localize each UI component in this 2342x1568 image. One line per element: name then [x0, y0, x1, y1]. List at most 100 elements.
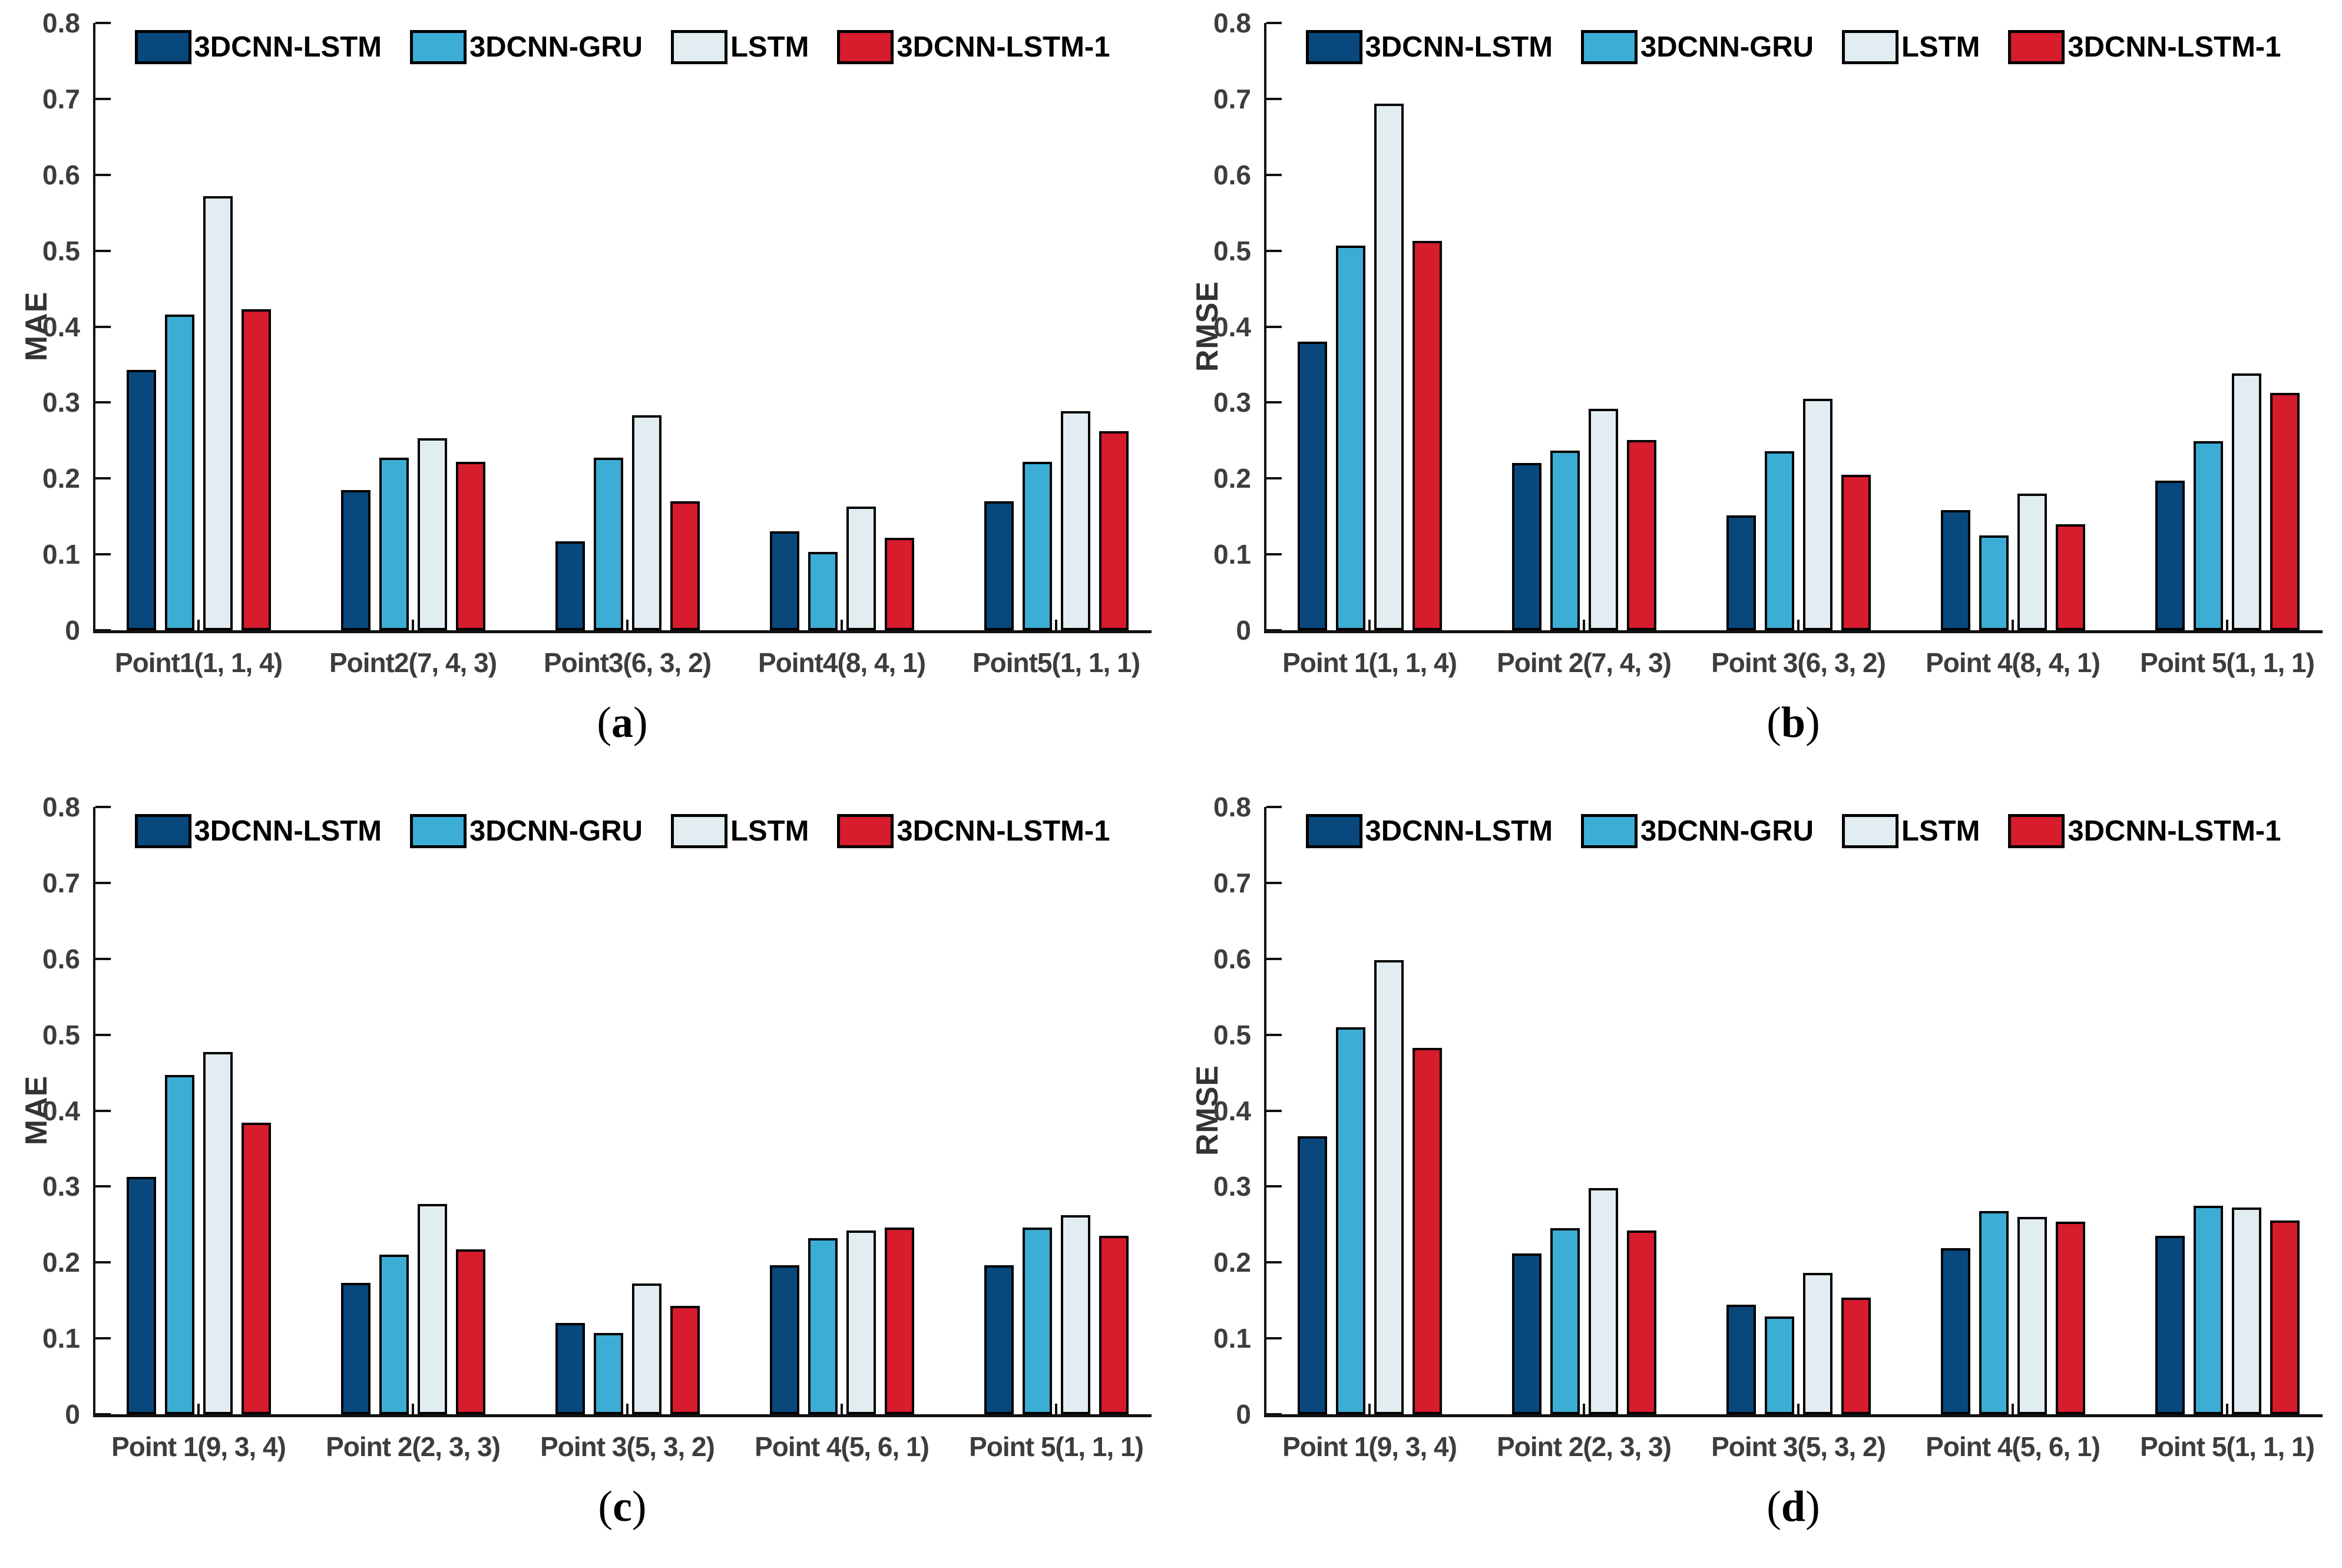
legend-swatch	[1581, 30, 1638, 64]
legend-swatch	[1581, 814, 1638, 848]
legend-item: 3DCNN-LSTM-1	[837, 30, 1110, 64]
bar	[379, 458, 409, 630]
y-tick-label: 0.3	[42, 387, 80, 418]
bar	[2270, 393, 2300, 630]
y-tick-label: 0.4	[1213, 1095, 1251, 1126]
x-category-label: Point 3(5, 3, 2)	[540, 1431, 715, 1462]
y-tick-mark	[95, 629, 111, 631]
y-tick-label: 0.2	[42, 1247, 80, 1278]
legend-swatch	[1842, 30, 1899, 64]
bar	[1726, 1305, 1756, 1414]
bar	[1588, 1188, 1618, 1414]
y-tick-label: 0.8	[42, 792, 80, 822]
bar	[808, 552, 838, 630]
legend-swatch	[671, 814, 728, 848]
legend-item: 3DCNN-LSTM	[1305, 814, 1553, 848]
panel-b: RMSE 0 0.1 0.2 0.3 0.4 0.5 0.6 0.7 0.8 Point 1(1,…	[1171, 0, 2342, 784]
y-tick-label: 0.8	[42, 8, 80, 38]
bar	[593, 1333, 623, 1414]
legend-swatch	[837, 814, 894, 848]
bar	[1588, 409, 1618, 630]
y-tick-mark	[1266, 1337, 1282, 1340]
y-tick-mark	[95, 1413, 111, 1415]
bar	[1550, 451, 1580, 630]
panel-caption: (c)	[93, 1482, 1152, 1532]
bar	[884, 538, 914, 630]
y-tick-label: 0	[65, 1399, 80, 1430]
x-tick-mark	[2012, 620, 2014, 630]
legend-label: 3DCNN-LSTM-1	[2068, 31, 2281, 63]
y-tick-mark	[1266, 22, 1282, 24]
legend-label: 3DCNN-GRU	[1640, 815, 1814, 847]
y-tick-label: 0.7	[1213, 83, 1251, 114]
x-tick-mark	[1583, 620, 1585, 630]
x-category-label: Point 1(9, 3, 4)	[1282, 1431, 1457, 1462]
x-category-label: Point 4(5, 6, 1)	[755, 1431, 929, 1462]
y-tick-label: 0.4	[42, 311, 80, 342]
bar	[340, 1283, 371, 1414]
legend-label: 3DCNN-LSTM-1	[897, 815, 1110, 847]
legend-label: LSTM	[730, 31, 809, 63]
bar	[1060, 1215, 1090, 1414]
bar	[2017, 1217, 2047, 1414]
x-category-label: Point1(1, 1, 4)	[114, 647, 283, 678]
bar	[846, 507, 876, 630]
y-tick-label: 0.7	[42, 867, 80, 898]
bar	[1335, 1027, 1365, 1414]
bar	[2055, 524, 2085, 630]
y-tick-mark	[1266, 553, 1282, 556]
legend-label: 3DCNN-LSTM	[1365, 815, 1553, 847]
y-tick-label: 0.2	[42, 463, 80, 494]
y-tick-mark	[1266, 401, 1282, 404]
bar	[1297, 342, 1327, 630]
y-tick-mark	[1266, 1261, 1282, 1264]
y-tick-mark	[95, 1261, 111, 1264]
legend-item: 3DCNN-GRU	[410, 814, 643, 848]
x-category-label: Point 3(5, 3, 2)	[1711, 1431, 1886, 1462]
plot-area: 0 0.1 0.2 0.3 0.4 0.5 0.6 0.7 0.8 Point1(1, 1, 4)…	[42, 8, 1152, 678]
x-category-label: Point 5(1, 1, 1)	[2140, 647, 2315, 678]
y-tick-label: 0.2	[1213, 463, 1251, 494]
legend-label: 3DCNN-GRU	[469, 31, 643, 63]
bar	[164, 1075, 194, 1414]
bar	[1940, 510, 1970, 630]
bar	[241, 309, 271, 630]
legend-item: LSTM	[1842, 30, 1980, 64]
bar	[1940, 1248, 1970, 1414]
y-tick-mark	[95, 1185, 111, 1188]
legend-swatch	[2008, 814, 2065, 848]
bar	[1841, 1298, 1871, 1414]
x-tick-mark	[197, 1404, 200, 1414]
y-tick-mark	[1266, 629, 1282, 631]
y-tick-label: 0.6	[42, 943, 80, 974]
y-tick-label: 0	[1236, 1399, 1251, 1430]
y-tick-mark	[1266, 1109, 1282, 1112]
bar	[1511, 1253, 1542, 1414]
bar	[1297, 1136, 1327, 1414]
bar	[1374, 104, 1404, 630]
bar	[1841, 475, 1871, 630]
y-tick-mark	[1266, 325, 1282, 328]
plot-area: 0 0.1 0.2 0.3 0.4 0.5 0.6 0.7 0.8 Point 1(9, 3, 4…	[42, 792, 1152, 1462]
x-category-label: Point 2(2, 3, 3)	[1497, 1431, 1672, 1462]
bar	[1726, 515, 1756, 630]
bar	[593, 458, 623, 630]
legend-swatch	[410, 814, 467, 848]
legend-item: 3DCNN-LSTM-1	[2008, 30, 2281, 64]
y-tick-label: 0.5	[1213, 1019, 1251, 1050]
y-axis-line	[93, 807, 95, 1416]
caption-open: (	[598, 1483, 613, 1531]
y-tick-mark	[1266, 477, 1282, 480]
y-tick-label: 0.1	[1213, 1323, 1251, 1354]
y-tick-mark	[95, 325, 111, 328]
x-category-label: Point 4(5, 6, 1)	[1926, 1431, 2100, 1462]
y-axis-line	[93, 23, 95, 632]
bar	[1022, 462, 1052, 630]
panel-d: RMSE 0 0.1 0.2 0.3 0.4 0.5 0.6 0.7 0.8 Point 1(9,…	[1171, 784, 2342, 1568]
y-tick-label: 0.3	[1213, 387, 1251, 418]
caption-letter: d	[1781, 1483, 1806, 1531]
y-tick-label: 0.8	[1213, 8, 1251, 38]
caption-open: (	[1767, 1483, 1781, 1531]
x-category-label: Point 5(1, 1, 1)	[969, 1431, 1144, 1462]
y-tick-label: 0.7	[42, 83, 80, 114]
